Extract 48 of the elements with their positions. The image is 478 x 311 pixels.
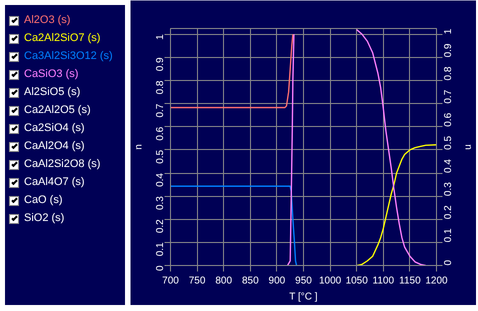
text: Ca2Al2SiO7 (s) [24, 31, 100, 46]
y2-tick-label: 1 [443, 28, 454, 34]
y2-axis-title: n [462, 144, 474, 150]
y-tick-label: 0.8 [155, 80, 166, 94]
x-tick-label: 850 [242, 276, 260, 286]
text: CaSiO3 (s) [24, 67, 78, 82]
y-tick-label: 0.2 [155, 218, 166, 234]
x-tick-label: 1100 [372, 276, 394, 286]
y2-tick-label: 0.1 [443, 228, 454, 242]
x-axis-title: T [°C ] [289, 292, 318, 302]
x-tick-label: 700 [162, 276, 180, 286]
y-tick-label: 0 [155, 265, 166, 272]
text: Ca3Al2Si3O12 (s) [24, 49, 113, 64]
y-tick-label: 0.6 [155, 126, 166, 141]
x-tick-label: 1150 [399, 276, 422, 286]
x-tick-label: 750 [188, 276, 206, 286]
y-tick-label: 0.9 [155, 56, 166, 72]
text: CaAl2O4 (s) [24, 139, 85, 154]
y-tick-label: 0.7 [155, 103, 166, 118]
x-tick-label: 1000 [318, 276, 342, 286]
y-tick-label: 0.3 [155, 196, 166, 210]
text: Ca2Al2O5 (s) [24, 103, 91, 118]
x-tick-label: 900 [268, 276, 286, 286]
y2-tick-label: 0.7 [443, 89, 454, 104]
x-tick-label: 950 [295, 276, 312, 286]
text: Ca2SiO4 (s) [24, 121, 85, 136]
text: CaAl2Si2O8 (s) [24, 157, 100, 172]
y2-tick-label: 0.9 [443, 43, 454, 58]
y2-tick-label: 0.3 [443, 182, 454, 196]
y2-tick-label: 0.5 [443, 136, 454, 150]
y2-tick-label: 0.4 [443, 158, 454, 174]
text: CaAl4O7 (s) [24, 175, 85, 190]
y2-tick-label: 0.8 [443, 66, 454, 81]
text: SiO2 (s) [24, 211, 64, 226]
y-tick-label: 0.4 [155, 172, 166, 187]
y-tick-label: 0.1 [155, 242, 166, 256]
y-axis-title: n [134, 144, 144, 150]
y2-tick-label: 0 [443, 260, 454, 266]
text: CaO (s) [24, 193, 62, 208]
x-tick-label: 1050 [346, 276, 368, 286]
y-tick-label: 0.5 [155, 149, 166, 164]
y2-tick-label: 0.6 [443, 112, 454, 127]
text: Al2O3 (s) [24, 13, 70, 28]
x-tick-label: 1200 [425, 276, 448, 286]
y-tick-label: 1 [155, 34, 166, 40]
text: Al2SiO5 (s) [24, 85, 80, 100]
y2-tick-label: 0.2 [443, 204, 454, 220]
x-tick-label: 800 [215, 276, 232, 286]
